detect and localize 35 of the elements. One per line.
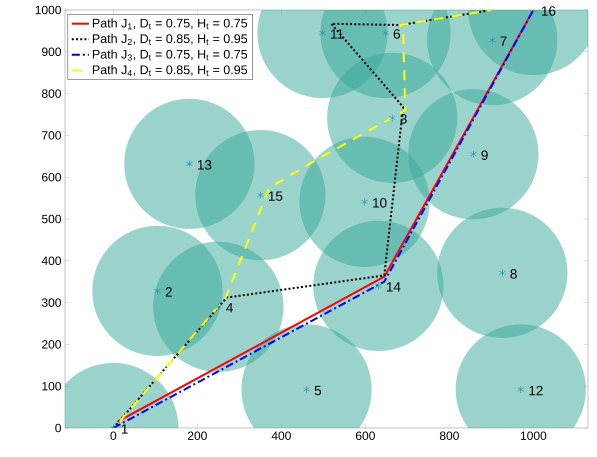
annotation: 3 — [400, 114, 407, 124]
y-tick-label: 900 — [42, 48, 62, 56]
y-tick-label: 400 — [42, 256, 62, 266]
annotation: 15 — [268, 191, 282, 201]
annotation: 4 — [226, 303, 233, 312]
annotation: 7 — [500, 36, 507, 46]
x-tick-label: 1000 — [520, 432, 546, 440]
annotation: 1 — [122, 424, 128, 434]
legend-label: Path J$_{4}$, D$_{t}$ = 0.85, H$_{t}$ = 0.95 — [92, 65, 248, 76]
y-tick-label: 200 — [42, 340, 62, 349]
y-tick-label: 600 — [42, 172, 62, 182]
annotation: 10 — [373, 198, 387, 208]
y-tick-label: 300 — [42, 298, 62, 307]
x-tick-label: 200 — [188, 432, 207, 440]
legend-label: Path J$_{3}$, D$_{t}$ = 0.75, H$_{t}$ = 0.75 — [92, 49, 248, 61]
x-tick-label: 800 — [440, 432, 459, 440]
x-tick-label: 0 — [110, 432, 116, 440]
annotation: 12 — [529, 386, 543, 396]
y-tick-label: 1000 — [36, 6, 62, 14]
annotation: 6 — [394, 29, 400, 39]
y-tick-label: 0 — [55, 424, 62, 432]
x-tick-label: 400 — [272, 432, 291, 440]
annotation: 5 — [314, 386, 322, 396]
y-tick-label: 700 — [42, 131, 62, 140]
legend-label: Path J$_{1}$, D$_{t}$ = 0.75, H$_{t}$ = 0.75 — [92, 18, 248, 30]
annotation: 9 — [481, 150, 488, 160]
annotation: 8 — [510, 269, 517, 279]
annotation: 2 — [166, 287, 172, 297]
legend-label: Path J$_{2}$, D$_{t}$ = 0.85, H$_{t}$ = 0.95 — [92, 34, 248, 45]
y-tick-label: 100 — [42, 382, 62, 390]
x-tick-label: 600 — [356, 432, 375, 440]
annotation: 14 — [386, 282, 401, 292]
y-tick-label: 800 — [42, 89, 62, 98]
annotation: 13 — [198, 160, 212, 170]
y-tick-label: 500 — [42, 214, 62, 224]
